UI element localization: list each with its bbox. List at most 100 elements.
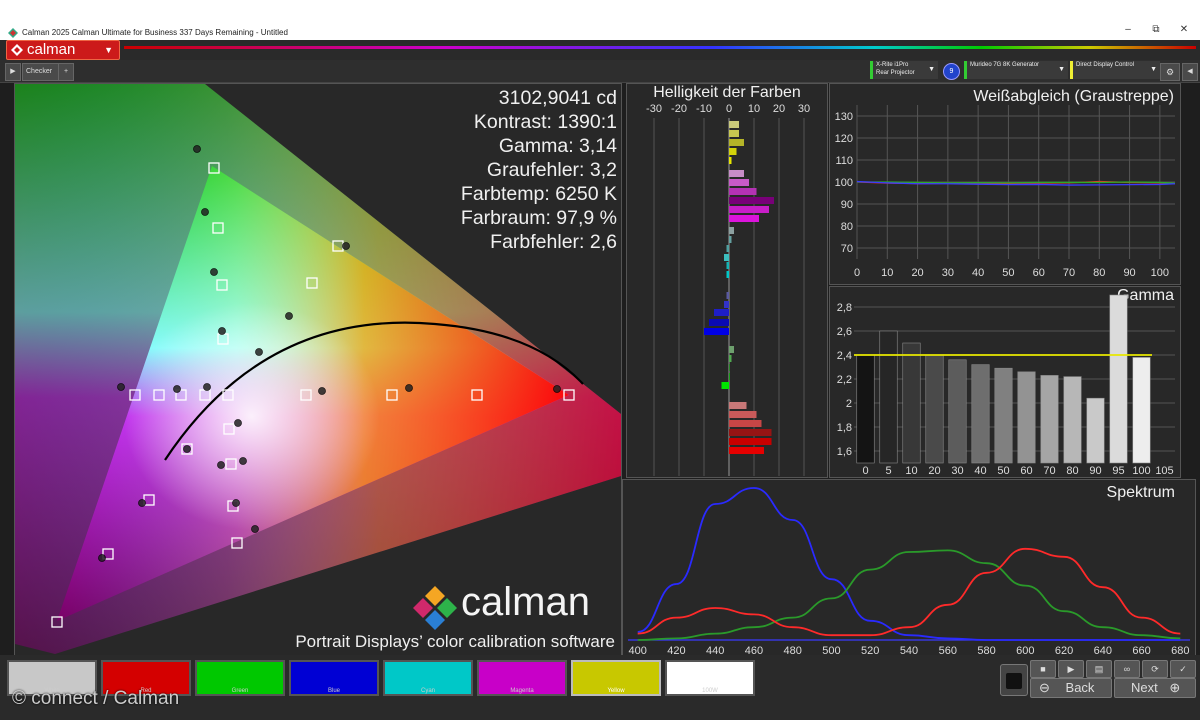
check-icon[interactable]: ✓: [1170, 660, 1196, 678]
next-button[interactable]: Next ⊕: [1114, 678, 1196, 698]
tab-checker[interactable]: Checker: [22, 63, 61, 81]
spectrum-chart: 400 420 440 460 480 500 520 540 560 580 600 620 640 6…: [628, 487, 1190, 656]
swatch-green[interactable]: Green: [195, 660, 285, 696]
swatch-red[interactable]: Red: [101, 660, 191, 696]
generator-name: Murideo 7G 8K Generator: [970, 62, 1040, 68]
x-tick-label: 520: [861, 645, 879, 656]
settings-icon[interactable]: ⚙: [1160, 63, 1180, 81]
measured-point: [201, 208, 209, 216]
swatch-yellow[interactable]: Yellow: [571, 660, 661, 696]
target-point: [223, 423, 235, 435]
save-icon[interactable]: ▤: [1086, 660, 1112, 678]
brightness-bar: [709, 319, 729, 326]
x-tick-label: 20: [928, 465, 940, 477]
x-tick-label: 60: [1033, 267, 1045, 279]
target-point: [51, 616, 63, 628]
target-point: [471, 389, 483, 401]
swatch-label: White: [44, 688, 60, 694]
target-point: [231, 537, 243, 549]
meter-select[interactable]: X-Rite i1Pro Rear Projector ▼: [870, 61, 938, 79]
brightness-bar: [729, 438, 772, 445]
back-button[interactable]: ⊖ Back: [1030, 678, 1112, 698]
target-point: [208, 162, 220, 174]
target-point: [563, 389, 575, 401]
display-icon: [1006, 673, 1022, 689]
x-tick-label: 0: [726, 103, 732, 115]
swatch-100w[interactable]: 100W: [665, 660, 755, 696]
measured-point: [232, 499, 240, 507]
play-icon[interactable]: ▶: [1058, 660, 1084, 678]
brightness-bar: [729, 206, 769, 213]
y-tick-label: 2: [846, 398, 852, 410]
x-tick-label: 680: [1171, 645, 1189, 656]
chevron-left-icon[interactable]: ◀: [1182, 63, 1198, 81]
swatch-magenta[interactable]: Magenta: [477, 660, 567, 696]
meter-status-badge[interactable]: 9: [943, 63, 960, 80]
x-tick-label: 80: [1093, 267, 1105, 279]
swatch-blue[interactable]: Blue: [289, 660, 379, 696]
generator-select[interactable]: Murideo 7G 8K Generator ▼: [964, 61, 1068, 79]
photo-credit: © connect / Calman: [12, 688, 180, 709]
x-tick-label: 640: [1094, 645, 1112, 656]
x-tick-label: 440: [706, 645, 724, 656]
target-point: [212, 222, 224, 234]
x-tick-label: 540: [900, 645, 918, 656]
y-tick-label: 80: [841, 221, 853, 233]
calman-menu-button[interactable]: calman ▼: [6, 40, 120, 60]
y-tick-label: 110: [835, 155, 853, 167]
tagline: Portrait Displays’ color calibration sof…: [295, 632, 615, 651]
x-tick-label: 90: [1089, 465, 1101, 477]
swatch-white[interactable]: White: [7, 660, 97, 696]
white-balance-line: [856, 180, 1176, 186]
x-tick-label: -30: [646, 103, 662, 115]
measured-point: [138, 499, 146, 507]
display-control-select[interactable]: Direct Display Control ▼: [1070, 61, 1160, 79]
measured-point: [210, 268, 218, 276]
x-tick-label: 600: [1016, 645, 1034, 656]
cie-panel: 3102,9041 cd Kontrast: 1390:1 Gamma: 3,1…: [14, 83, 622, 657]
restore-button[interactable]: ⧉: [1152, 24, 1160, 35]
x-tick-label: 0: [862, 465, 868, 477]
measured-point: [405, 384, 413, 392]
x-tick-label: 30: [951, 465, 963, 477]
y-tick-label: 120: [835, 133, 853, 145]
swatch-label: Yellow: [607, 688, 625, 694]
target-point: [306, 277, 318, 289]
swatch-cyan[interactable]: Cyan: [383, 660, 473, 696]
target-display-button[interactable]: [1000, 664, 1028, 696]
gamma-bar: [1086, 397, 1105, 464]
minimize-button[interactable]: –: [1125, 24, 1131, 35]
brightness-bar: [729, 236, 732, 243]
x-tick-label: 30: [798, 103, 810, 115]
close-button[interactable]: ✕: [1179, 24, 1189, 35]
add-tab-button[interactable]: +: [58, 63, 74, 81]
loop-icon[interactable]: ∞: [1114, 660, 1140, 678]
gamma-bar: [925, 354, 944, 464]
menu-bar: [0, 40, 1200, 60]
accent-rainbow-bar: [124, 46, 1196, 49]
target-point: [300, 389, 312, 401]
brightness-bar: [729, 402, 747, 409]
stop-icon[interactable]: ■: [1030, 660, 1056, 678]
target-point: [129, 389, 141, 401]
gamut-coverage-readout: Farbraum: 97,9 %: [460, 207, 617, 229]
brightness-title: Helligkeit der Farben: [653, 84, 801, 101]
contrast-readout: Kontrast: 1390:1: [473, 111, 617, 133]
swatch-label: Green: [231, 688, 249, 694]
play-icon[interactable]: ▶: [5, 63, 21, 81]
x-tick-label: 80: [1066, 465, 1078, 477]
brightness-bar: [726, 245, 729, 252]
brightness-panel: Helligkeit der Farben -30 -20 -10 0 10 20 30: [626, 83, 828, 478]
calman-logo-text: calman: [461, 580, 590, 624]
target-point: [216, 279, 228, 291]
measured-point: [342, 242, 350, 250]
cie-points: [51, 145, 575, 628]
meter-mode: Rear Projector: [876, 70, 915, 76]
cie-diagram: [15, 84, 621, 654]
brightness-bar: [729, 188, 757, 195]
spectrum-line: [637, 547, 1181, 637]
x-tick-label: 480: [784, 645, 802, 656]
brightness-bar: [724, 254, 729, 261]
measured-point: [251, 525, 259, 533]
refresh-icon[interactable]: ⟳: [1142, 660, 1168, 678]
